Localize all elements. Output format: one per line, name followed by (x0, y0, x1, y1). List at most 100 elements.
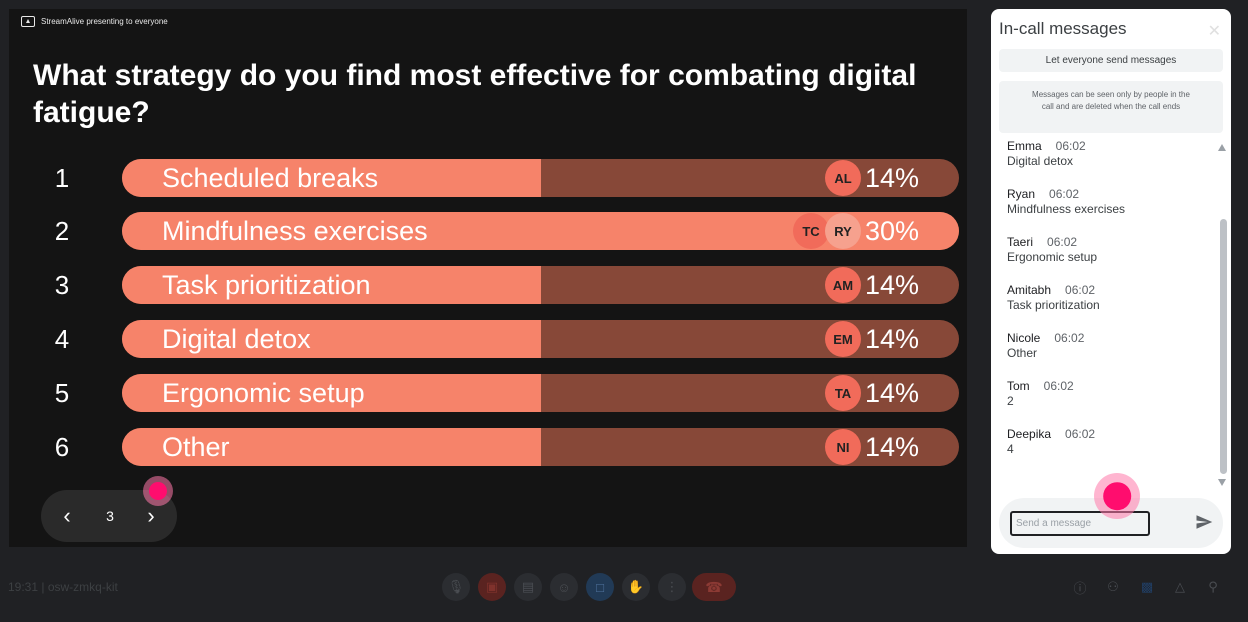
message-time: 06:02 (1055, 139, 1086, 153)
option-percent: 14% (864, 163, 919, 193)
message-header: Tom 06:02 (1007, 379, 1207, 393)
option-percent: 14% (864, 270, 919, 300)
message-header: Deepika 06:02 (1007, 427, 1207, 441)
message-time: 06:02 (1049, 187, 1080, 201)
option-bar: Task prioritization AM 14% (122, 266, 959, 304)
option-number: 4 (54, 324, 70, 354)
option-bar-fill (122, 159, 541, 197)
option-bar: Scheduled breaks AL 14% (122, 159, 959, 197)
option-percent: 14% (864, 324, 919, 354)
voter-avatar: AM (825, 267, 861, 303)
chat-message: Ryan 06:02 Mindfulness exercises (1007, 187, 1207, 235)
option-bar: Digital detox EM 14% (122, 320, 959, 358)
raise-hand-icon[interactable]: ✋ (622, 573, 650, 601)
send-icon[interactable] (1195, 513, 1213, 531)
let-everyone-send-toggle[interactable]: Let everyone send messages (999, 49, 1223, 72)
poll-option-row: 4 Digital detox EM 14% (9, 320, 967, 358)
message-text: Task prioritization (1007, 298, 1100, 312)
presenter-text: StreamAlive presenting to everyone (41, 17, 168, 26)
more-options-icon[interactable]: ⋮ (658, 573, 686, 601)
chat-message: Taeri 06:02 Ergonomic setup (1007, 235, 1207, 283)
captions-icon[interactable]: ▤ (514, 573, 542, 601)
chat-icon[interactable]: ▩ (1140, 579, 1154, 594)
info-icon[interactable]: ⓘ (1073, 580, 1087, 596)
message-text: 2 (1007, 394, 1014, 408)
scroll-down-arrow[interactable] (1218, 479, 1226, 486)
chevron-right-icon[interactable]: › (147, 503, 155, 528)
voter-avatar: TC (793, 213, 829, 249)
voter-avatar: TA (825, 375, 861, 411)
option-label: Mindfulness exercises (162, 216, 428, 246)
people-icon[interactable]: ⚇ (1107, 579, 1119, 594)
option-bar-fill (122, 428, 541, 466)
activities-icon[interactable]: △ (1175, 579, 1185, 594)
poll-option-row: 2 Mindfulness exercises TC RY 30% (9, 212, 967, 250)
message-list: Emma 06:02 Digital detox Ryan 06:02 Mindfulne… (1007, 139, 1207, 475)
emoji-icon[interactable]: ☺ (550, 573, 578, 601)
option-bar: Other NI 14% (122, 428, 959, 466)
option-bar-fill (122, 374, 541, 412)
voter-avatar: NI (825, 429, 861, 465)
meeting-info: 19:31 | osw-zmkq-kit (8, 580, 118, 594)
message-header: Nicole 06:02 (1007, 331, 1207, 345)
chat-message: Amitabh 06:02 Task prioritization (1007, 283, 1207, 331)
message-sender: Nicole (1007, 331, 1041, 345)
present-icon[interactable]: □ (586, 573, 614, 601)
click-indicator (143, 476, 173, 506)
voter-avatar: AL (825, 160, 861, 196)
present-screen-icon (21, 16, 35, 27)
option-percent: 14% (864, 432, 919, 462)
option-bar: Mindfulness exercises TC RY 30% (122, 212, 959, 250)
message-sender: Deepika (1007, 427, 1052, 441)
option-label: Task prioritization (162, 270, 371, 300)
poll-option-row: 1 Scheduled breaks AL 14% (9, 159, 967, 197)
poll-option-row: 3 Task prioritization AM 14% (9, 266, 967, 304)
option-percent: 30% (864, 216, 919, 246)
message-header: Taeri 06:02 (1007, 235, 1207, 249)
option-bar-fill (122, 266, 541, 304)
message-text: Mindfulness exercises (1007, 202, 1126, 216)
message-header: Amitabh 06:02 (1007, 283, 1207, 297)
chevron-left-icon[interactable]: ‹ (63, 503, 71, 528)
message-time: 06:02 (1065, 427, 1096, 441)
camera-off-icon[interactable]: ▣ (478, 573, 506, 601)
meeting-toolbar: 19:31 | osw-zmkq-kit 🎙 ▣ ▤ ☺ □ ✋ ⋮ ☎ ⓘ ⚇… (0, 554, 1248, 622)
chat-message: Emma 06:02 Digital detox (1007, 139, 1207, 187)
option-number: 5 (54, 378, 70, 408)
leave-call-icon[interactable]: ☎ (692, 573, 736, 601)
message-text: 4 (1007, 442, 1014, 456)
chat-panel: In-call messages ✕ Let everyone send mes… (991, 9, 1231, 554)
mic-icon[interactable]: 🎙 (442, 573, 470, 601)
option-label: Scheduled breaks (162, 163, 379, 193)
chat-title: In-call messages (999, 19, 1127, 38)
message-time: 06:02 (1065, 283, 1096, 297)
chat-message: Nicole 06:02 Other (1007, 331, 1207, 379)
option-percent: 14% (864, 378, 919, 408)
close-icon[interactable]: ✕ (1207, 23, 1221, 40)
poll-option-row: 5 Ergonomic setup TA 14% (9, 374, 967, 412)
chat-message: Deepika 06:02 4 (1007, 427, 1207, 475)
voter-avatar: RY (825, 213, 861, 249)
message-sender: Taeri (1007, 235, 1034, 249)
click-indicator (1094, 473, 1140, 519)
message-time: 06:02 (1054, 331, 1085, 345)
meeting-separator: | (41, 580, 45, 594)
message-text: Ergonomic setup (1007, 250, 1098, 264)
message-sender: Emma (1007, 139, 1042, 153)
option-bar-fill (122, 320, 541, 358)
option-number: 3 (54, 270, 70, 300)
option-label: Other (162, 432, 230, 462)
voter-avatar: EM (825, 321, 861, 357)
message-time: 06:02 (1043, 379, 1074, 393)
option-number: 6 (54, 432, 70, 462)
option-label: Digital detox (162, 324, 311, 354)
scroll-up-arrow[interactable] (1218, 144, 1226, 151)
message-sender: Ryan (1007, 187, 1036, 201)
option-number: 2 (54, 216, 70, 246)
scrollbar-thumb[interactable] (1220, 219, 1227, 474)
host-controls-icon[interactable]: ⚲ (1208, 579, 1218, 594)
poll-question: What strategy do you find most effective… (33, 59, 917, 129)
page-number: 3 (106, 508, 114, 524)
message-sender: Amitabh (1007, 283, 1052, 297)
option-label: Ergonomic setup (162, 378, 365, 408)
